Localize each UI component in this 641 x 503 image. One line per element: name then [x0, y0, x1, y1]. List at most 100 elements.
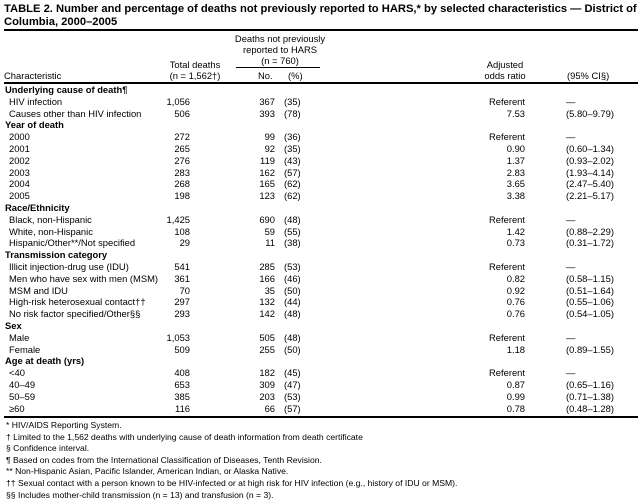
odds-ratio: 0.82: [506, 272, 525, 284]
table-row: Men who have sex with men (MSM) 361 166 (46…: [0, 273, 641, 285]
footnote: * HIV/AIDS Reporting System.: [6, 420, 122, 430]
section-title: Sex: [5, 319, 22, 331]
section-header: Year of death: [0, 119, 641, 131]
footnote: †† Sexual contact with a person known to…: [6, 477, 458, 488]
total-deaths: 265: [174, 142, 190, 154]
confidence-interval: (0.88–2.29): [566, 225, 614, 237]
odds-ratio: Referent: [489, 213, 525, 225]
table-row: 2004 268 165 (62) 3.65 (2.47–5.40): [0, 178, 641, 190]
not-reported-no: 59: [264, 225, 275, 237]
row-label: MSM and IDU: [9, 284, 68, 296]
not-reported-pct: (47): [284, 378, 301, 390]
confidence-interval: —: [566, 260, 576, 272]
confidence-interval: (2.47–5.40): [566, 178, 614, 190]
not-reported-no: 123: [259, 190, 275, 202]
total-deaths: 276: [174, 154, 190, 166]
not-reported-no: 92: [264, 142, 275, 154]
odds-ratio: Referent: [489, 331, 525, 343]
table-row: High-risk heterosexual contact†† 297 132 (4…: [0, 296, 641, 308]
header-ci: (95% CI§): [567, 70, 610, 81]
odds-ratio: 2.83: [506, 166, 525, 178]
total-deaths: 509: [174, 343, 190, 355]
not-reported-no: 35: [264, 284, 275, 296]
bottom-rule: [4, 416, 638, 418]
odds-ratio: Referent: [489, 260, 525, 272]
table-row: White, non-Hispanic 108 59 (55) 1.42 (0.88–2.…: [0, 226, 641, 238]
section-header: Transmission category: [0, 249, 641, 261]
not-reported-no: 132: [259, 296, 275, 308]
table-row: No risk factor specified/Other§§ 293 142 (4…: [0, 308, 641, 320]
confidence-interval: (0.31–1.72): [566, 237, 614, 249]
odds-ratio: 3.65: [506, 178, 525, 190]
header-not-reported-2: reported to HARS: [243, 44, 317, 55]
row-label: Black, non-Hispanic: [9, 213, 92, 225]
row-label: <40: [9, 367, 25, 379]
table-row: ≥60 116 66 (57) 0.78 (0.48–1.28): [0, 403, 641, 415]
not-reported-pct: (45): [284, 367, 301, 379]
table-row: Causes other than HIV infection 506 393 (78…: [0, 108, 641, 120]
odds-ratio: 0.76: [506, 296, 525, 308]
header-not-reported-3: (n = 760): [261, 55, 299, 66]
odds-ratio: 0.78: [506, 402, 525, 414]
total-deaths: 116: [175, 402, 190, 414]
odds-ratio: 0.76: [506, 308, 525, 320]
not-reported-no: 285: [259, 260, 275, 272]
total-deaths: 29: [179, 237, 190, 249]
row-label: Hispanic/Other**/Not specified: [9, 237, 136, 249]
row-label: 2001: [9, 142, 30, 154]
total-deaths: 1,425: [166, 213, 190, 225]
confidence-interval: —: [566, 367, 576, 379]
footnote: § Confidence interval.: [6, 443, 90, 454]
row-label: Illicit injection-drug use (IDU): [9, 260, 129, 272]
footnote: §§ Includes mother-child transmission (n…: [6, 489, 274, 500]
odds-ratio: Referent: [489, 367, 525, 379]
not-reported-no: 690: [259, 213, 275, 225]
not-reported-pct: (36): [284, 131, 301, 143]
table-row: 50–59 385 203 (53) 0.99 (0.71–1.38): [0, 391, 641, 403]
not-reported-no: 99: [264, 131, 275, 143]
row-label: HIV infection: [9, 95, 63, 107]
table-row: <40 408 182 (45) Referent —: [0, 367, 641, 379]
row-label: Men who have sex with men (MSM): [9, 272, 159, 284]
confidence-interval: —: [566, 95, 576, 107]
odds-ratio: Referent: [489, 95, 525, 107]
not-reported-pct: (50): [284, 284, 301, 296]
not-reported-pct: (48): [284, 331, 301, 343]
total-deaths: 541: [174, 260, 190, 272]
odds-ratio: 0.90: [506, 142, 525, 154]
footnote: † Limited to the 1,562 deaths with under…: [6, 431, 363, 442]
confidence-interval: (0.51–1.64): [566, 284, 614, 296]
row-label: No risk factor specified/Other§§: [9, 308, 141, 320]
not-reported-no: 66: [264, 402, 275, 414]
not-reported-pct: (62): [284, 190, 301, 202]
header-total-1: Total deaths: [169, 59, 221, 70]
table-row: 2002 276 119 (43) 1.37 (0.93–2.02): [0, 155, 641, 167]
header-no: No.: [258, 70, 273, 81]
odds-ratio: 1.18: [506, 343, 525, 355]
section-title: Year of death: [5, 119, 64, 131]
header-total-2: (n = 1,562†): [169, 70, 221, 81]
confidence-interval: (5.80–9.79): [566, 107, 614, 119]
confidence-interval: (0.65–1.16): [566, 378, 614, 390]
not-reported-no: 309: [259, 378, 275, 390]
confidence-interval: (0.55–1.06): [566, 296, 614, 308]
not-reported-pct: (57): [284, 166, 301, 178]
total-deaths: 108: [174, 225, 190, 237]
not-reported-no: 367: [259, 95, 275, 107]
not-reported-no: 505: [259, 331, 275, 343]
odds-ratio: 1.37: [506, 154, 525, 166]
not-reported-no: 165: [259, 178, 275, 190]
section-header: Age at death (yrs): [0, 355, 641, 367]
odds-ratio: 3.38: [506, 190, 525, 202]
not-reported-no: 166: [259, 272, 275, 284]
not-reported-pct: (78): [284, 107, 301, 119]
footnote: ** Non-Hispanic Asian, Pacific Islander,…: [6, 466, 289, 477]
confidence-interval: (0.54–1.05): [566, 308, 614, 320]
table-row: Illicit injection-drug use (IDU) 541 285 (5…: [0, 261, 641, 273]
header-pct: (%): [288, 70, 303, 81]
not-reported-no: 162: [259, 166, 275, 178]
header-aor-2: odds ratio: [484, 70, 526, 81]
odds-ratio: 0.92: [506, 284, 525, 296]
table-row: 2000 272 99 (36) Referent —: [0, 131, 641, 143]
table-row: Female 509 255 (50) 1.18 (0.89–1.55): [0, 344, 641, 356]
